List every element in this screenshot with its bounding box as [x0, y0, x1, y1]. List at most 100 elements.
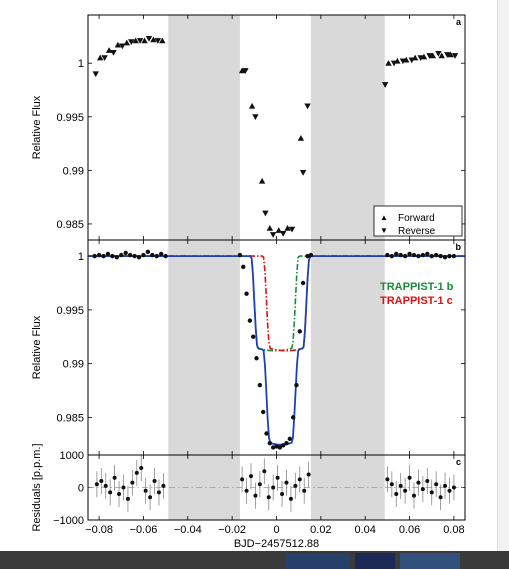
- data-point: [114, 255, 120, 260]
- reverse-point: [145, 36, 153, 42]
- residual-point: [447, 488, 452, 493]
- data-point: [92, 253, 97, 259]
- reverse-point: [288, 226, 296, 233]
- panel-c: −1000 0 1000 c Residuals [p.p.m.] −0.08 −0.06 −…: [31, 443, 466, 550]
- data-point: [425, 251, 430, 257]
- data-point: [163, 253, 168, 259]
- x-tick-label: 0.02: [310, 524, 331, 536]
- residual-point: [438, 495, 443, 500]
- data-point: [389, 253, 395, 259]
- reverse-point: [417, 55, 424, 62]
- residual-point: [271, 485, 276, 490]
- residual-point: [284, 480, 289, 485]
- forward-point: [96, 54, 104, 61]
- y-axis-label: Relative Flux: [31, 95, 43, 159]
- forward-point: [258, 177, 266, 184]
- legend-label: TRAPPIST-1 b: [380, 281, 454, 293]
- data-point: [241, 264, 246, 270]
- data-point: [385, 252, 390, 258]
- data-point: [420, 252, 426, 258]
- data-point: [416, 253, 421, 259]
- panel-b: 0.985 0.99 0.995 1 b Relative Flux TRAPPIST-1 …: [31, 239, 466, 456]
- data-point: [287, 436, 293, 442]
- y-tick-label: 1: [78, 58, 84, 70]
- residual-point: [143, 488, 148, 493]
- residual-point: [297, 477, 302, 482]
- forward-point: [141, 37, 148, 44]
- y-axis-label: Residuals [p.p.m.]: [31, 443, 43, 531]
- shaded-band: [310, 15, 385, 240]
- data-point: [105, 251, 111, 257]
- data-point: [237, 252, 243, 258]
- data-point: [132, 253, 137, 259]
- data-point: [398, 252, 403, 258]
- data-point: [438, 253, 443, 259]
- forward-point: [284, 225, 291, 231]
- y-tick-label: 1: [78, 251, 84, 263]
- y-tick-label: 0.995: [56, 305, 84, 317]
- reverse-point: [136, 38, 144, 44]
- reverse-point: [451, 53, 459, 59]
- data-point: [300, 280, 306, 286]
- panel-letter: b: [456, 242, 462, 252]
- reverse-point: [262, 210, 269, 217]
- reverse-point: [390, 60, 398, 67]
- data-point: [257, 382, 263, 388]
- residual-point: [293, 483, 298, 488]
- residual-point: [288, 496, 293, 501]
- residual-point: [99, 479, 104, 483]
- forward-point: [429, 52, 437, 59]
- legend-marker: ▼: [380, 226, 388, 235]
- residual-point: [385, 477, 390, 482]
- data-point: [267, 440, 273, 446]
- data-point: [447, 253, 452, 259]
- residual-point: [94, 482, 99, 487]
- residual-point: [117, 492, 122, 496]
- data-point: [442, 255, 448, 260]
- data-point: [145, 249, 151, 255]
- x-tick-label: 0.06: [399, 524, 420, 536]
- residual-point: [156, 490, 161, 495]
- y-axis-label: Relative Flux: [31, 315, 43, 379]
- reverse-point: [435, 51, 442, 57]
- data-point: [123, 250, 128, 256]
- data-point: [244, 291, 249, 296]
- y-tick-label: −1000: [53, 515, 84, 527]
- residual-point: [389, 482, 394, 487]
- forward-point: [266, 225, 274, 231]
- reverse-point: [279, 231, 287, 237]
- reverse-point: [444, 52, 451, 58]
- data-point: [136, 255, 142, 260]
- forward-point: [438, 52, 445, 59]
- reverse-point: [242, 68, 249, 74]
- y-tick-label: 0.99: [63, 165, 84, 177]
- residual-point: [306, 472, 311, 477]
- x-tick-label: 0: [273, 524, 279, 536]
- data-point: [96, 252, 102, 258]
- residual-point: [108, 490, 113, 495]
- reverse-point: [269, 232, 277, 238]
- x-tick-label: 0.08: [443, 524, 464, 536]
- data-point: [277, 445, 283, 450]
- forward-point: [114, 41, 122, 48]
- forward-point: [297, 135, 305, 141]
- data-point: [407, 251, 412, 257]
- x-axis-label: BJD−2457512.88: [234, 538, 319, 550]
- residual-point: [134, 470, 139, 475]
- legend-label: Forward: [398, 213, 435, 224]
- axes-frame: [87, 239, 466, 456]
- data-point: [270, 445, 276, 450]
- taskbar-strip: [0, 551, 509, 569]
- x-tick-label: 0.04: [354, 524, 375, 536]
- y-tick-label: 1000: [60, 450, 84, 462]
- data-point: [150, 252, 155, 258]
- window-edge: [497, 0, 509, 551]
- data-point: [305, 253, 310, 259]
- legend-label: Reverse: [398, 226, 436, 237]
- residual-point: [451, 485, 456, 490]
- panel-letter: a: [456, 17, 462, 27]
- data-point: [154, 253, 159, 259]
- reverse-point: [154, 38, 162, 44]
- legend-marker: ▲: [380, 213, 388, 222]
